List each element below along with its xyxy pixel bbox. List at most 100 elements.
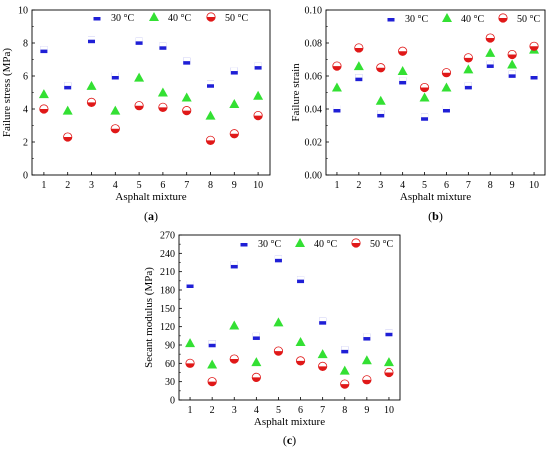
data-point-circle-outline	[182, 106, 192, 116]
data-point-circle-highlight	[486, 33, 495, 39]
y-tick-label: 0.10	[305, 6, 323, 17]
legend-marker-square-highlight	[387, 14, 395, 18]
data-point-triangle	[317, 349, 328, 359]
legend-marker-triangle	[442, 13, 452, 22]
data-point-circle-highlight	[376, 63, 385, 68]
data-point-square-highlight	[319, 317, 327, 322]
legend-marker-circle-highlight	[498, 13, 508, 18]
x-tick-label: 4	[400, 180, 405, 191]
x-tick-label: 6	[444, 180, 449, 191]
data-point-circle-highlight	[111, 124, 120, 129]
y-tick-label: 270	[160, 231, 175, 242]
data-point-triangle	[441, 82, 452, 92]
data-point-square-highlight	[363, 333, 371, 338]
data-point-triangle	[507, 59, 518, 69]
data-point-circle-outline	[507, 49, 517, 60]
data-point-triangle	[295, 336, 306, 346]
data-point-triangle	[38, 89, 49, 99]
data-point-circle-highlight	[332, 61, 342, 67]
data-point-square-highlight	[464, 82, 472, 86]
data-point-square-highlight	[385, 329, 393, 333]
y-tick-label: 240	[160, 249, 175, 260]
data-point-circle-highlight	[464, 53, 473, 58]
x-tick-label: 3	[232, 405, 237, 416]
data-point-circle-outline	[207, 377, 217, 387]
data-point-square-highlight	[355, 74, 363, 78]
data-point-square-highlight	[254, 62, 262, 67]
data-point-triangle	[62, 105, 73, 115]
data-point-circle-highlight	[185, 359, 195, 364]
data-point-circle-highlight	[529, 42, 539, 47]
y-tick-label: 210	[160, 267, 175, 278]
data-point-square-highlight	[442, 105, 450, 109]
data-point-square-highlight	[186, 281, 194, 285]
data-point-circle-highlight	[158, 103, 168, 108]
data-point-circle-highlight	[354, 43, 364, 48]
data-point-square-highlight	[208, 340, 216, 344]
data-point-square-highlight	[135, 37, 143, 42]
data-point-circle-highlight	[507, 50, 517, 55]
data-point-circle-highlight	[206, 136, 215, 141]
y-tick-label: 120	[160, 322, 175, 333]
x-tick-label: 1	[334, 180, 339, 191]
x-tick-label: 1	[41, 180, 46, 191]
x-tick-label: 6	[160, 180, 165, 191]
x-tick-label: 5	[276, 405, 281, 416]
x-tick-label: 2	[356, 180, 361, 191]
x-tick-label: 10	[384, 405, 394, 416]
data-point-square-highlight	[64, 82, 72, 86]
data-point-triangle	[86, 80, 97, 90]
data-point-triangle	[419, 92, 430, 102]
y-tick-label: 8	[23, 39, 28, 50]
legend-marker-circle-outline	[351, 238, 361, 248]
x-tick-label: 4	[254, 405, 259, 416]
data-point-triangle	[157, 87, 168, 97]
chart-panel-2: 0 30 60 90 120 150 180 210 240 270 1 2 3 4 5 6 7 8 9 10 Asph…	[143, 231, 401, 447]
data-point-circle-outline	[376, 63, 386, 73]
data-point-circle-highlight	[398, 47, 407, 52]
data-point-circle-outline	[86, 97, 97, 108]
data-point-circle-highlight	[420, 83, 429, 88]
x-tick-label: 1	[188, 405, 193, 416]
legend-label: 50 °C	[370, 239, 393, 250]
data-point-triangle	[207, 359, 218, 369]
data-point-triangle	[229, 99, 240, 109]
legend-label: 40 °C	[168, 13, 191, 24]
legend-label: 30 °C	[258, 239, 281, 250]
data-point-circle-highlight	[182, 106, 191, 111]
data-point-circle-outline	[318, 361, 328, 371]
data-point-triangle	[229, 320, 240, 330]
data-point-square-highlight	[297, 276, 305, 280]
plot-frame	[325, 9, 546, 176]
data-point-triangle	[251, 357, 262, 367]
panel-label: (a)	[144, 209, 158, 223]
data-point-circle-outline	[384, 367, 394, 378]
data-point-square-highlight	[377, 110, 385, 114]
data-point-circle-highlight	[318, 362, 327, 367]
data-point-triangle	[463, 64, 474, 74]
legend-marker-circle-outline	[206, 12, 216, 22]
legend-label: 40 °C	[314, 239, 337, 250]
data-point-circle-highlight	[296, 356, 305, 361]
data-point-square-highlight	[421, 113, 429, 118]
data-point-circle-outline	[295, 356, 306, 366]
data-point-circle-outline	[63, 132, 73, 142]
y-tick-label: 4	[23, 105, 28, 116]
data-point-square-highlight	[230, 67, 238, 72]
data-point-square-highlight	[111, 72, 119, 76]
x-tick-label: 7	[466, 180, 471, 191]
y-tick-label: 60	[165, 359, 175, 370]
data-point-circle-outline	[354, 43, 364, 53]
data-point-circle-highlight	[384, 368, 394, 373]
x-tick-label: 8	[208, 180, 213, 191]
data-point-circle-outline	[332, 61, 342, 71]
x-axis-label: Asphalt mixture	[115, 191, 186, 203]
data-point-circle-highlight	[230, 129, 239, 134]
x-tick-label: 2	[65, 180, 70, 191]
x-axis-label: Asphalt mixture	[400, 191, 471, 203]
data-point-circle-highlight	[207, 377, 217, 382]
data-point-triangle	[110, 105, 121, 115]
data-point-circle-outline	[134, 101, 144, 111]
